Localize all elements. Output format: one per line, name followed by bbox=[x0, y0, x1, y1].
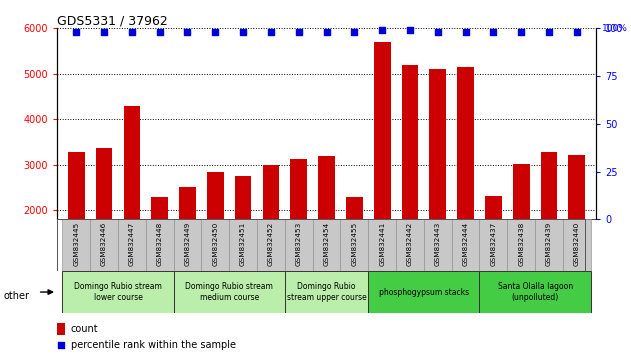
Bar bbox=[62, 271, 174, 313]
Point bbox=[182, 29, 192, 35]
Text: GSM832440: GSM832440 bbox=[574, 222, 580, 266]
Bar bbox=[90, 219, 118, 271]
Bar bbox=[57, 324, 64, 335]
Point bbox=[293, 29, 304, 35]
Text: phosphogypsum stacks: phosphogypsum stacks bbox=[379, 287, 469, 297]
Text: GSM832453: GSM832453 bbox=[296, 222, 302, 266]
Bar bbox=[541, 152, 557, 301]
Point bbox=[266, 29, 276, 35]
Point bbox=[405, 27, 415, 33]
Bar bbox=[374, 42, 391, 301]
Text: GSM832446: GSM832446 bbox=[101, 222, 107, 266]
Bar bbox=[62, 219, 90, 271]
Text: Domingo Rubio
stream upper course: Domingo Rubio stream upper course bbox=[286, 282, 367, 302]
Point bbox=[377, 27, 387, 33]
Bar bbox=[151, 197, 168, 301]
Text: GSM832438: GSM832438 bbox=[518, 222, 524, 266]
Point bbox=[127, 29, 137, 35]
Bar bbox=[457, 67, 474, 301]
Bar bbox=[146, 219, 174, 271]
Text: GSM832441: GSM832441 bbox=[379, 222, 385, 266]
Bar bbox=[480, 271, 591, 313]
Text: percentile rank within the sample: percentile rank within the sample bbox=[71, 340, 236, 350]
Text: GSM832437: GSM832437 bbox=[490, 222, 497, 266]
Text: GSM832443: GSM832443 bbox=[435, 222, 441, 266]
Bar bbox=[262, 165, 280, 301]
Point bbox=[516, 29, 526, 35]
Bar bbox=[369, 271, 480, 313]
Text: GSM832448: GSM832448 bbox=[156, 222, 163, 266]
Text: GDS5331 / 37962: GDS5331 / 37962 bbox=[57, 14, 168, 27]
Point bbox=[322, 29, 332, 35]
Bar bbox=[535, 219, 563, 271]
Text: GSM832452: GSM832452 bbox=[268, 222, 274, 266]
Bar bbox=[179, 187, 196, 301]
Bar bbox=[341, 219, 369, 271]
Bar bbox=[452, 219, 480, 271]
Bar bbox=[229, 219, 257, 271]
Text: GSM832445: GSM832445 bbox=[73, 222, 80, 266]
Text: 100%: 100% bbox=[602, 24, 628, 33]
Text: Santa Olalla lagoon
(unpolluted): Santa Olalla lagoon (unpolluted) bbox=[498, 282, 573, 302]
Bar bbox=[424, 219, 452, 271]
Point bbox=[71, 29, 81, 35]
Bar bbox=[174, 219, 201, 271]
Text: GSM832455: GSM832455 bbox=[351, 222, 357, 266]
Bar bbox=[68, 152, 85, 301]
Point bbox=[488, 29, 498, 35]
Bar bbox=[124, 106, 140, 301]
Bar bbox=[174, 271, 285, 313]
Text: GSM832450: GSM832450 bbox=[212, 222, 218, 266]
Bar bbox=[201, 219, 229, 271]
Text: GSM832449: GSM832449 bbox=[184, 222, 191, 266]
Text: GSM832451: GSM832451 bbox=[240, 222, 246, 266]
Text: GSM832444: GSM832444 bbox=[463, 222, 469, 266]
Text: GSM832439: GSM832439 bbox=[546, 222, 552, 266]
Point bbox=[155, 29, 165, 35]
Point bbox=[350, 29, 360, 35]
Point bbox=[461, 29, 471, 35]
Text: other: other bbox=[3, 291, 29, 301]
Bar bbox=[118, 219, 146, 271]
Bar bbox=[96, 148, 112, 301]
Text: Domingo Rubio stream
medium course: Domingo Rubio stream medium course bbox=[186, 282, 273, 302]
Point bbox=[238, 29, 248, 35]
Point bbox=[56, 342, 66, 348]
Bar bbox=[346, 197, 363, 301]
Bar bbox=[507, 219, 535, 271]
Bar bbox=[207, 172, 223, 301]
Bar bbox=[285, 271, 369, 313]
Bar bbox=[430, 69, 446, 301]
Bar bbox=[285, 219, 312, 271]
Bar bbox=[369, 219, 396, 271]
Bar bbox=[485, 196, 502, 301]
Bar bbox=[312, 219, 341, 271]
Point bbox=[210, 29, 220, 35]
Point bbox=[433, 29, 443, 35]
Point bbox=[544, 29, 554, 35]
Bar bbox=[569, 155, 585, 301]
Text: GSM832447: GSM832447 bbox=[129, 222, 135, 266]
Bar bbox=[235, 176, 252, 301]
Text: GSM832454: GSM832454 bbox=[324, 222, 329, 266]
Text: GSM832442: GSM832442 bbox=[407, 222, 413, 266]
Text: count: count bbox=[71, 324, 98, 334]
Point bbox=[99, 29, 109, 35]
Bar bbox=[257, 219, 285, 271]
Bar bbox=[480, 219, 507, 271]
Bar bbox=[290, 159, 307, 301]
Text: Domingo Rubio stream
lower course: Domingo Rubio stream lower course bbox=[74, 282, 162, 302]
Bar bbox=[563, 219, 591, 271]
Bar bbox=[401, 65, 418, 301]
Point bbox=[572, 29, 582, 35]
Bar bbox=[318, 156, 335, 301]
Bar bbox=[396, 219, 424, 271]
Bar bbox=[513, 164, 529, 301]
